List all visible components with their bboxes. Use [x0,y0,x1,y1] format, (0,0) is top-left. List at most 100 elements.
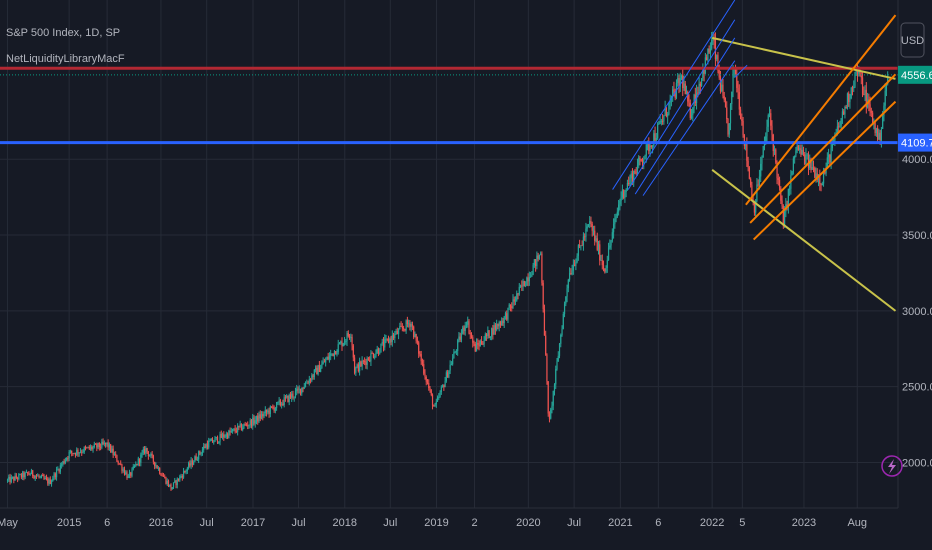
candle-body [711,40,713,49]
candle-body [318,365,320,372]
candle-body [475,343,478,352]
candle-body [8,476,10,480]
candle-body [690,114,693,118]
candle-body [767,115,769,127]
candle-body [146,447,148,452]
drawings[interactable] [0,0,898,312]
candle-body [884,90,886,106]
candle-body [216,436,219,443]
candle-body [556,361,558,370]
candle-body [739,109,742,120]
candle-body [856,70,859,74]
candle-body [519,285,522,287]
candle-body [389,338,391,343]
blue-channel-1[interactable] [612,0,736,190]
candle-body [292,393,294,398]
candle-body [160,473,162,476]
blue-channel-2[interactable] [627,19,736,190]
price-axis[interactable]: 4000.00 3500.00 3000.00 2500.00 2000.00 [902,154,932,469]
candle-body [513,299,515,302]
candle-body [536,255,538,267]
candle-body [748,167,750,179]
time-axis[interactable]: May 2015 6 2016 Jul 2017 Jul 2018 Jul 2019 2 2020 Ju… [0,517,867,529]
candle-body [30,470,33,475]
candle-body [880,128,883,141]
orange-channel-1[interactable] [745,14,897,206]
yellow-lower-line[interactable] [711,169,897,312]
candle-body [204,446,206,448]
candle-body [39,476,41,478]
candle-body [374,356,376,358]
candle-body [193,461,195,465]
candle-body [175,480,177,486]
blue-short-segment[interactable] [734,64,748,78]
candle-body [568,273,571,280]
candle-body [291,393,293,398]
candle-body [93,444,95,447]
candle-body [628,182,630,185]
candle-body [360,361,362,367]
candle-body [201,449,204,454]
candle-body [809,159,811,168]
candle-body [377,348,380,354]
candle-body [633,170,635,183]
candle-body [796,145,798,151]
blue-channel-3[interactable] [634,37,736,195]
candle-body [272,407,274,408]
candle-body [860,75,862,78]
candle-body [650,145,652,148]
candle-body [91,446,93,450]
candle-body [185,471,187,472]
candle-body [836,126,838,135]
candle-body [102,441,104,444]
candle-body [875,128,877,133]
candle-body [199,451,201,454]
candle-body [499,322,502,326]
candle-body [667,114,669,117]
candle-body [511,306,513,308]
candle-body [196,459,199,461]
candle-body [664,108,666,116]
candle-body [498,322,500,327]
indicator-name[interactable]: NetLiquidityLibraryMacF [6,53,125,65]
blue-channel-4[interactable] [642,60,736,196]
candle-body [156,465,158,469]
currency-button-label[interactable]: USD [901,35,924,47]
candle-body [512,299,514,308]
candle-body [672,89,674,96]
candle-body [420,354,422,362]
candle-body [859,69,861,76]
candle-body [753,202,756,213]
candle-body [883,105,885,117]
candle-body [771,125,773,135]
candle-body [623,189,625,199]
candle-body [133,466,136,467]
candle-body [523,281,525,287]
candle-body [198,451,200,460]
currency-button[interactable]: USD [900,22,925,58]
candle-body [232,429,234,432]
candle-body [45,478,48,479]
yellow-upper-line[interactable] [711,36,896,80]
candle-body [533,259,535,265]
level-price-tag [898,133,932,152]
candle-body [127,475,129,478]
candle-body [821,183,823,186]
candle-body [820,183,822,186]
candle-body [707,48,709,61]
candle-body [161,475,163,477]
orange-channel-3[interactable] [752,100,897,241]
candle-body [689,102,691,118]
currency-button-frame[interactable] [900,22,925,58]
candle-body [587,224,590,227]
candle-body [482,343,484,345]
candle-body [34,475,36,479]
candle-body [11,477,14,478]
candle-body [63,461,65,463]
lightning-icon[interactable] [881,455,903,477]
orange-channel-2[interactable] [749,73,897,224]
time-axis-background [0,508,932,550]
candle-body [469,333,471,335]
